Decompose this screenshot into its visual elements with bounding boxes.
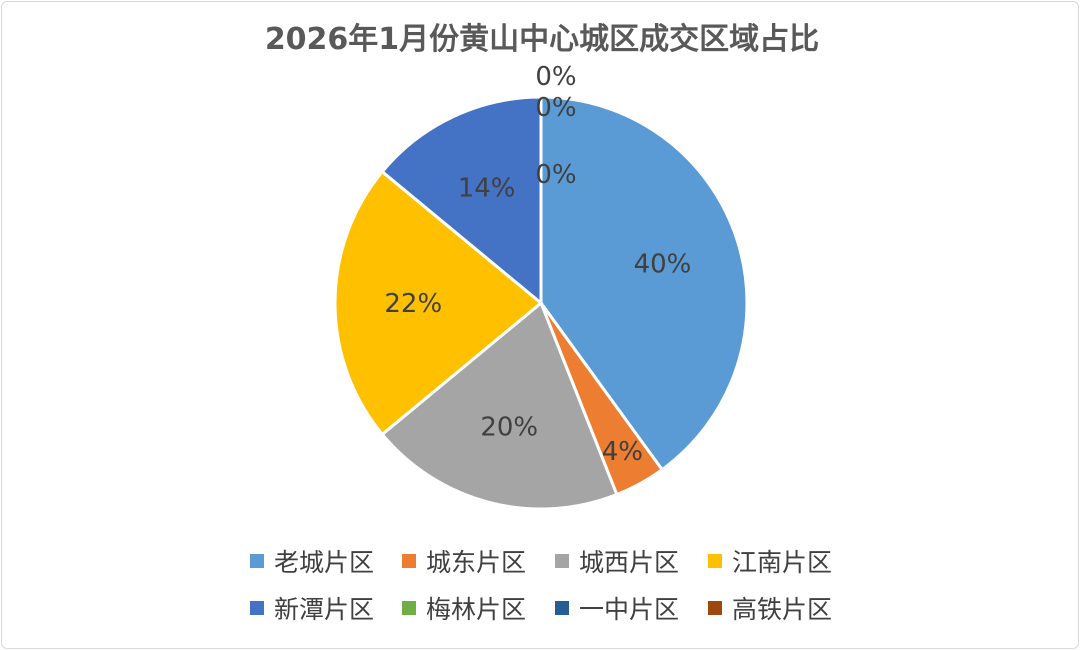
legend-item-2: 城东片区 <box>402 548 526 577</box>
legend-label-6: 梅林片区 <box>426 595 526 624</box>
legend-swatch-8 <box>708 601 722 615</box>
slice-5 <box>380 95 543 307</box>
legend-label-8: 高铁片区 <box>732 595 832 624</box>
data-label-8: 0% <box>535 160 576 190</box>
legend-swatch-5 <box>250 601 264 615</box>
legend-label-1: 老城片区 <box>274 548 374 577</box>
legend-swatch-6 <box>402 601 416 615</box>
legend-swatch-4 <box>708 554 722 568</box>
legend-item-4: 江南片区 <box>708 548 832 577</box>
data-label-4: 22% <box>384 289 442 319</box>
data-label-6: 0% <box>535 62 576 92</box>
legend-item-7: 一中片区 <box>555 595 679 624</box>
slice-1 <box>539 95 749 472</box>
data-label-1: 40% <box>634 250 692 280</box>
legend-swatch-7 <box>555 601 569 615</box>
legend-swatch-1 <box>250 554 264 568</box>
legend-item-6: 梅林片区 <box>402 595 526 624</box>
legend-swatch-3 <box>555 554 569 568</box>
legend-item-5: 新潭片区 <box>250 595 374 624</box>
legend-swatch-2 <box>402 554 416 568</box>
legend-item-3: 城西片区 <box>555 548 679 577</box>
legend-label-7: 一中片区 <box>579 595 679 624</box>
legend-label-3: 城西片区 <box>579 548 679 577</box>
data-label-2: 4% <box>602 437 643 467</box>
legend-label-2: 城东片区 <box>426 548 526 577</box>
chart-title: 2026年1月份黄山中心城区成交区域占比 <box>265 22 819 57</box>
pie-slices <box>333 95 749 511</box>
slice-4 <box>333 169 544 437</box>
legend-item-1: 老城片区 <box>250 548 374 577</box>
data-labels: 40%4%20%22%14%0%0%0% <box>384 62 691 467</box>
legend-item-8: 高铁片区 <box>708 595 832 624</box>
data-label-7: 0% <box>535 93 576 123</box>
data-label-3: 20% <box>480 413 538 443</box>
legend-label-5: 新潭片区 <box>274 595 374 624</box>
legend-label-4: 江南片区 <box>732 548 832 577</box>
data-label-5: 14% <box>458 173 516 203</box>
slice-3 <box>380 300 619 511</box>
